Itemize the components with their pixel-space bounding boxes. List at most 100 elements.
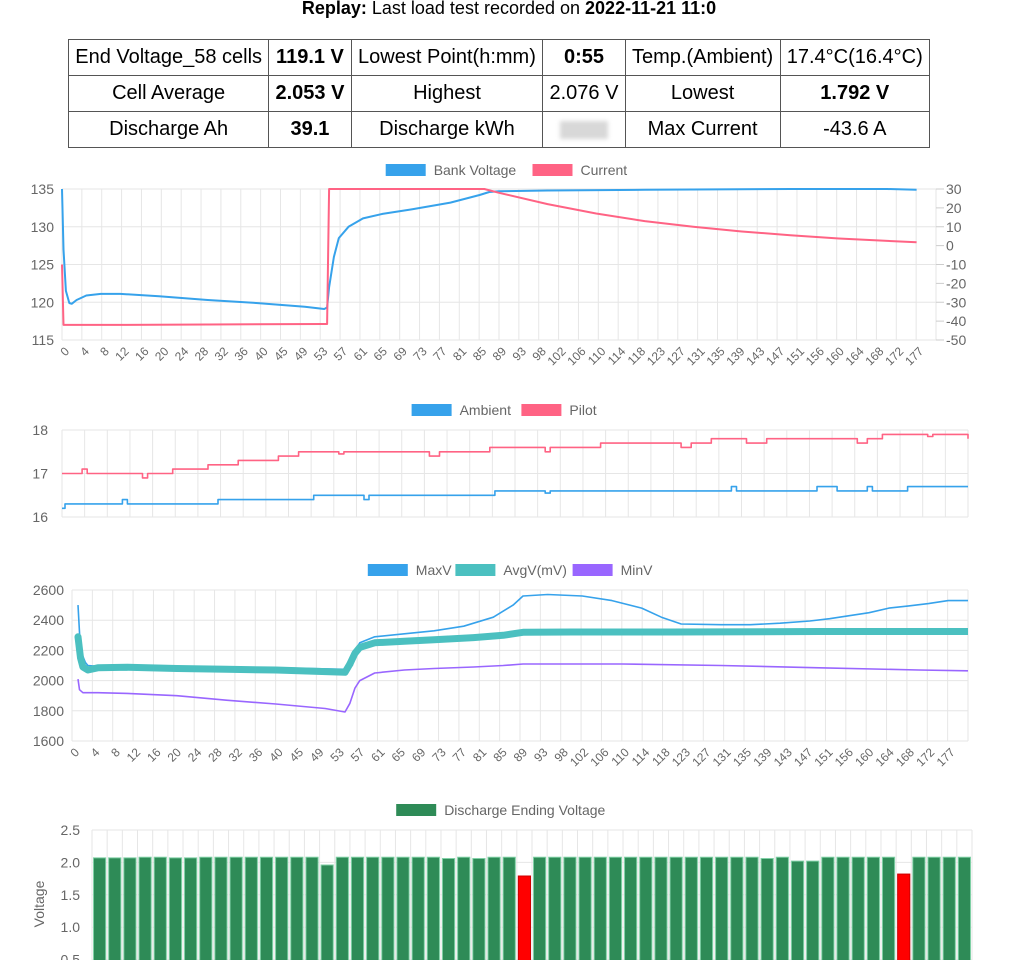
x-tick-label: 40 [266, 745, 286, 765]
y-axis-label: Voltage [31, 880, 47, 927]
x-tick-label: 151 [812, 745, 836, 769]
x-tick-label: 8 [97, 344, 112, 359]
y2-tick-label: -30 [946, 294, 966, 310]
x-tick-label: 135 [704, 344, 728, 368]
series-line [61, 188, 917, 310]
x-tick-label: 61 [368, 745, 388, 765]
x-tick-label: 177 [934, 745, 958, 769]
bar [168, 857, 183, 960]
bar [138, 856, 152, 960]
summary-cell: -43.6 A [779, 111, 931, 148]
bar [290, 856, 304, 960]
legend-swatch [367, 564, 408, 576]
x-tick-label: 177 [902, 344, 926, 368]
legend-label: Current [581, 162, 628, 178]
y-tick-label: 18 [32, 422, 48, 438]
legend-swatch [396, 804, 437, 816]
bar [548, 856, 562, 960]
legend-swatch [385, 164, 426, 176]
legend-label: MinV [621, 562, 654, 578]
bar [366, 856, 380, 960]
summary-cell: Discharge kWh [350, 111, 544, 148]
data-point [74, 633, 82, 641]
x-tick-label: 4 [77, 344, 92, 359]
bar [108, 857, 122, 960]
summary-cell [542, 111, 626, 148]
y2-tick-label: 10 [946, 219, 962, 235]
summary-cell: Lowest [624, 75, 781, 112]
legend-swatch [572, 564, 613, 576]
y-tick-label: 1800 [33, 703, 64, 719]
bar [381, 856, 395, 960]
x-tick-label: 12 [112, 344, 132, 364]
bar [578, 856, 592, 960]
x-tick-label: 24 [185, 745, 205, 765]
x-tick-label: 16 [132, 344, 152, 364]
x-tick-label: 20 [165, 745, 185, 765]
bar [502, 856, 516, 960]
x-tick-label: 32 [226, 745, 246, 765]
bar [806, 860, 820, 960]
page-title: Replay: Last load test recorded on 2022-… [0, 0, 1018, 20]
bar [441, 858, 456, 960]
x-tick-label: 28 [205, 745, 225, 765]
summary-cell: End Voltage_58 cells [67, 39, 270, 76]
legend-swatch [411, 404, 452, 416]
bar [624, 856, 638, 960]
summary-cell: 1.792 V [779, 75, 931, 112]
series-line [61, 188, 917, 326]
x-tick-label: 135 [730, 745, 754, 769]
bar [730, 856, 744, 960]
y2-tick-label: 0 [946, 238, 954, 254]
bar [396, 856, 410, 960]
x-tick-label: 168 [893, 745, 917, 769]
x-tick-label: 0 [67, 745, 82, 760]
bar [517, 875, 531, 960]
bar [563, 856, 577, 960]
series-line [74, 628, 968, 676]
legend-label: AvgV(mV) [503, 562, 567, 578]
x-tick-label: 45 [271, 344, 291, 364]
x-tick-label: 24 [172, 344, 192, 364]
bar [775, 856, 789, 960]
bar [184, 857, 198, 960]
y-tick-label: 2200 [33, 642, 64, 658]
y-tick-label: 115 [32, 332, 55, 348]
y-tick-label: 2000 [33, 673, 64, 689]
summary-cell: 2.053 V [268, 75, 352, 112]
bar [350, 856, 365, 960]
y-tick-label: 2.5 [61, 822, 81, 838]
bar [821, 856, 835, 960]
x-tick-label: 57 [348, 745, 368, 765]
x-tick-label: 127 [689, 745, 713, 769]
bar [472, 858, 486, 960]
summary-cell: Highest [350, 75, 544, 112]
y-tick-label: 125 [31, 257, 55, 273]
x-tick-label: 93 [510, 344, 530, 364]
x-tick-label: 81 [450, 344, 470, 364]
bar [760, 858, 774, 960]
x-tick-label: 156 [832, 745, 856, 769]
x-tick-label: 53 [328, 745, 348, 765]
legend-swatch [455, 564, 496, 576]
title-prefix: Replay: [301, 0, 367, 18]
bar [669, 856, 683, 960]
y2-tick-label: -40 [946, 313, 966, 329]
x-tick-label: 36 [246, 745, 266, 765]
y-tick-label: 135 [31, 181, 55, 197]
x-tick-label: 151 [783, 344, 807, 368]
x-tick-label: 85 [470, 344, 490, 364]
x-tick-label: 49 [307, 745, 327, 765]
x-tick-label: 147 [763, 344, 787, 368]
bar [93, 857, 107, 960]
bar [897, 873, 911, 960]
x-tick-label: 147 [791, 745, 815, 769]
bar [639, 856, 653, 960]
x-tick-label: 143 [743, 344, 767, 368]
ending-voltage-chart: Discharge Ending Voltage 0.5 1.0 1.5 2.0 2.5 V… [31, 802, 973, 960]
bar [153, 856, 167, 960]
x-tick-label: 69 [390, 344, 410, 364]
x-tick-label: 93 [531, 745, 551, 765]
summary-table: End Voltage_58 cells 119.1 V Lowest Point(… [67, 39, 931, 148]
bar [335, 856, 349, 960]
